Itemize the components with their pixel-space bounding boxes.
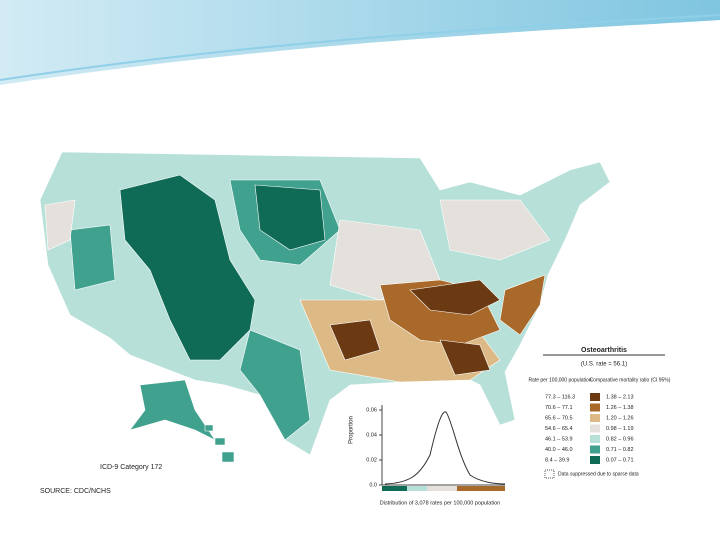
legend-ratio: 1.26 – 1.38: [606, 405, 634, 411]
alaska: [129, 379, 216, 441]
region: [239, 329, 311, 441]
color-bar: [382, 486, 407, 491]
legend-rate: 46.1 – 53.9: [545, 436, 573, 442]
map: [39, 151, 611, 463]
header-swoosh-line: [0, 14, 720, 81]
region: [69, 224, 116, 291]
legend-swatch: [590, 403, 600, 412]
legend-swatch: [590, 393, 600, 401]
suppressed-swatch: [544, 469, 555, 479]
us-rate: (U.S. rate = 56.1): [581, 362, 627, 368]
color-bar: [427, 486, 457, 491]
y-tick-label: 0.02: [366, 457, 377, 463]
region: [499, 274, 546, 336]
region: [119, 174, 256, 361]
y-tick-label: 0.0: [369, 482, 377, 488]
x-axis-title: Distribution of 3,078 rates per 100,000 …: [380, 500, 500, 506]
region: [329, 319, 381, 361]
legend-swatch: [590, 414, 600, 422]
region: [409, 279, 501, 316]
y-axis-title: Proportion: [349, 416, 355, 444]
legend-ratio: 0.98 – 1.19: [606, 426, 634, 432]
legend-rate: 70.6 – 77.1: [545, 405, 573, 411]
legend-swatch: [590, 456, 600, 464]
hawaii: [204, 424, 235, 463]
legend-rate: 77.3 – 116.3: [545, 394, 575, 400]
region: [254, 184, 326, 251]
header-swoosh: [0, 0, 720, 85]
category-label: ICD-9 Category 172: [100, 464, 162, 471]
y-tick-label: 0.04: [366, 432, 377, 438]
legend-swatch: [590, 435, 600, 443]
legend-ratio: 1.20 – 1.26: [606, 415, 634, 421]
histogram: Proportion Distribution of 3,078 rates p…: [349, 405, 506, 506]
color-bar: [407, 486, 427, 491]
suppressed-note: Data suppressed due to sparse data: [558, 471, 639, 477]
source-label: SOURCE: CDC/NCHS: [40, 488, 111, 495]
legend-ratio: 0.82 – 0.96: [606, 436, 634, 442]
region: [44, 199, 76, 251]
legend-ratio: 0.07 – 0.71: [606, 457, 634, 463]
legend-rate: 54.6 – 65.4: [545, 426, 573, 432]
legend-title: Osteoarthritis: [581, 347, 627, 354]
color-bar: [457, 486, 505, 491]
rate-header: Rate per 100,000 population: [528, 377, 591, 383]
legend-swatch: [590, 445, 600, 454]
legend-rate: 40.0 – 46.0: [545, 447, 573, 453]
region: [439, 199, 551, 261]
y-tick-label: 0.06: [366, 407, 377, 413]
legend: Osteoarthritis (U.S. rate = 56.1) Rate p…: [528, 347, 671, 479]
legend-ratio: 0.71 – 0.82: [606, 447, 634, 453]
legend-swatch: [590, 424, 600, 433]
region: [439, 339, 491, 376]
legend-ratio: 1.38 – 2.13: [606, 394, 634, 400]
legend-rate: 65.6 – 70.5: [545, 415, 573, 421]
ratio-header: Comparative mortality ratio (CI 95%): [590, 377, 671, 383]
legend-rate: 8.4 – 39.9: [545, 457, 569, 463]
density-curve: [384, 411, 506, 485]
